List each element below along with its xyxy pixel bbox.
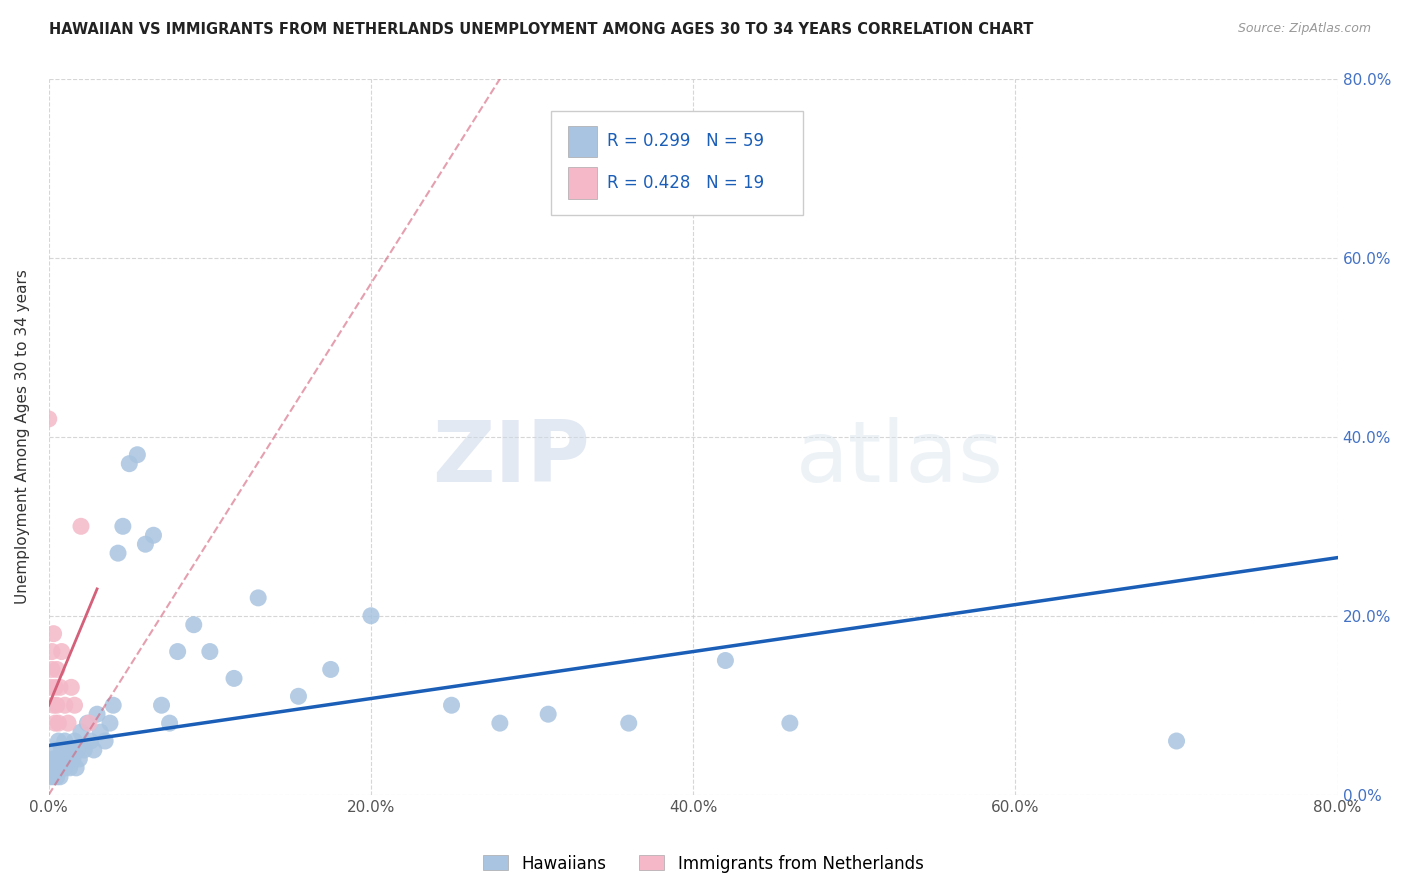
Point [51, 644, 73, 658]
Point [150, 698, 173, 713]
Point [142, 528, 165, 542]
Point [44, 681, 66, 695]
Point [51, 761, 73, 775]
Point [38, 412, 60, 426]
FancyBboxPatch shape [551, 112, 803, 215]
Point [39, 681, 62, 695]
Text: atlas: atlas [796, 417, 1004, 500]
Point [67, 752, 90, 766]
Point [39, 770, 62, 784]
Point [1166, 734, 1188, 748]
Point [52, 752, 75, 766]
Point [60, 681, 83, 695]
Point [41, 663, 63, 677]
Point [48, 716, 70, 731]
Point [779, 716, 801, 731]
Legend: Hawaiians, Immigrants from Netherlands: Hawaiians, Immigrants from Netherlands [475, 848, 931, 880]
Point [53, 761, 76, 775]
Point [111, 519, 134, 533]
Text: ZIP: ZIP [432, 417, 591, 500]
Point [60, 743, 83, 757]
Point [70, 519, 93, 533]
Point [45, 752, 67, 766]
Point [42, 626, 65, 640]
Text: HAWAIIAN VS IMMIGRANTS FROM NETHERLANDS UNEMPLOYMENT AMONG AGES 30 TO 34 YEARS C: HAWAIIAN VS IMMIGRANTS FROM NETHERLANDS … [49, 22, 1033, 37]
FancyBboxPatch shape [568, 167, 596, 199]
Point [49, 752, 72, 766]
Text: R = 0.299   N = 59: R = 0.299 N = 59 [607, 132, 763, 150]
Point [63, 734, 86, 748]
Point [55, 743, 77, 757]
Point [107, 546, 129, 560]
Point [159, 716, 181, 731]
Point [45, 770, 67, 784]
Point [118, 457, 141, 471]
Text: Source: ZipAtlas.com: Source: ZipAtlas.com [1237, 22, 1371, 36]
Point [63, 698, 86, 713]
Point [319, 663, 342, 677]
Point [65, 761, 87, 775]
Point [45, 698, 67, 713]
Point [94, 734, 117, 748]
Point [440, 698, 463, 713]
Point [714, 653, 737, 667]
Point [73, 743, 96, 757]
Point [56, 716, 79, 731]
Point [42, 752, 65, 766]
Point [49, 681, 72, 695]
Point [537, 707, 560, 722]
Point [98, 716, 121, 731]
Point [183, 617, 205, 632]
Point [134, 537, 156, 551]
Point [86, 707, 108, 722]
Point [83, 743, 105, 757]
Point [45, 663, 67, 677]
Point [76, 716, 98, 731]
Point [56, 752, 79, 766]
Point [70, 725, 93, 739]
Point [79, 734, 101, 748]
Point [42, 698, 65, 713]
Point [42, 770, 65, 784]
Point [617, 716, 640, 731]
Point [360, 608, 382, 623]
Y-axis label: Unemployment Among Ages 30 to 34 years: Unemployment Among Ages 30 to 34 years [15, 269, 30, 604]
Point [53, 698, 76, 713]
Point [49, 770, 72, 784]
Point [127, 448, 149, 462]
Point [59, 761, 82, 775]
Point [103, 698, 125, 713]
Point [44, 716, 66, 731]
Point [51, 743, 73, 757]
FancyBboxPatch shape [568, 126, 596, 157]
Point [48, 734, 70, 748]
Point [66, 743, 89, 757]
Point [247, 591, 270, 605]
Point [89, 725, 111, 739]
Point [41, 761, 63, 775]
Point [62, 752, 84, 766]
Point [53, 734, 76, 748]
Point [198, 644, 221, 658]
Point [48, 761, 70, 775]
Text: R = 0.428   N = 19: R = 0.428 N = 19 [607, 174, 763, 192]
Point [222, 672, 245, 686]
Point [77, 716, 100, 731]
Point [44, 743, 66, 757]
Point [489, 716, 512, 731]
Point [287, 690, 309, 704]
Point [44, 761, 66, 775]
Point [41, 644, 63, 658]
Point [166, 644, 188, 658]
